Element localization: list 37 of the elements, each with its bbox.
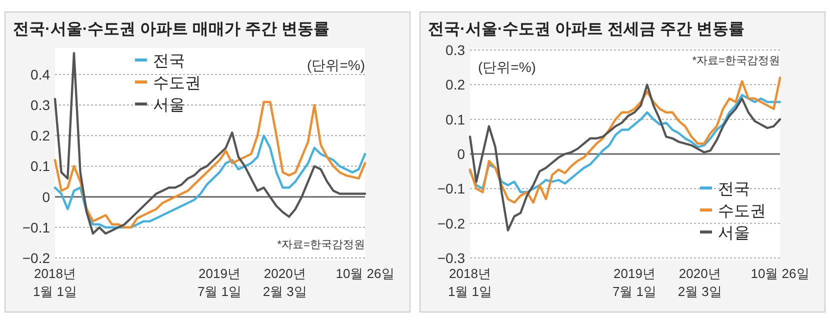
y-tick-label: −0.1	[22, 219, 50, 236]
legend-label: 전국	[718, 181, 750, 198]
legend-label: 서울	[153, 97, 185, 114]
y-tick-label: 0	[42, 188, 50, 205]
legend-label: 수도권	[153, 75, 201, 92]
y-tick-label: 0.4	[30, 66, 50, 82]
annotation: *자료=한국감정원	[692, 55, 780, 67]
y-tick-label: 0.3	[30, 97, 50, 114]
legend-label: 서울	[718, 225, 750, 242]
x-tick-label: 2018년 1월 1일	[448, 266, 492, 299]
y-tick-label: −0.3	[437, 250, 466, 266]
chart-title: 전국·서울·수도권 아파트 전세금 주간 변동률	[428, 21, 744, 38]
legend-label: 전국	[153, 53, 185, 70]
x-tick-label: 2020년 2월 3일	[678, 266, 722, 299]
y-tick-label: 0.1	[446, 111, 466, 128]
x-tick-label: 2020년 2월 3일	[262, 266, 307, 299]
x-tick-label: 10월 26일	[336, 266, 394, 281]
y-tick-label: 0.3	[446, 42, 466, 58]
annotation: (단위=%)	[478, 59, 536, 75]
annotation: (단위=%)	[307, 57, 365, 73]
annotation: *자료=한국감정원	[277, 239, 365, 251]
line-series	[54, 134, 366, 229]
y-tick-label: −0.2	[22, 250, 50, 266]
legend-label: 수도권	[718, 203, 766, 220]
line-series	[468, 76, 782, 204]
y-tick-label: 0	[457, 146, 466, 162]
y-tick-label: 0.2	[446, 76, 466, 93]
y-tick-label: −0.2	[437, 215, 466, 232]
x-tick-label: 10월 26일	[750, 266, 810, 281]
x-tick-label: 2019년 7월 1일	[612, 266, 657, 299]
y-tick-label: −0.1	[437, 180, 466, 197]
line-series	[54, 52, 366, 235]
x-tick-label: 2018년 1월 1일	[32, 266, 78, 299]
x-tick-label: 2019년 7월 1일	[197, 266, 242, 299]
y-tick-label: 0.1	[30, 158, 50, 174]
chart-title: 전국·서울·수도권 아파트 매매가 주간 변동률	[13, 21, 330, 38]
y-tick-label: 0.2	[30, 128, 50, 144]
